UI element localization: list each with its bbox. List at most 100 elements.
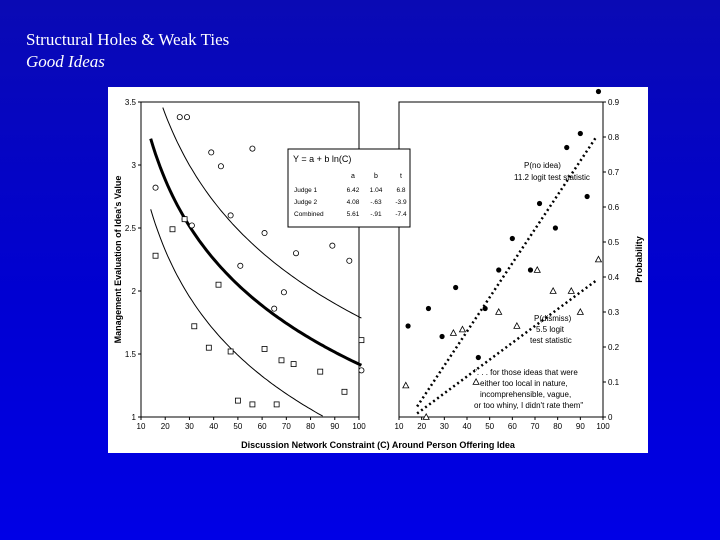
data-point-square bbox=[358, 337, 365, 344]
regression-table-cell: Combined bbox=[294, 211, 324, 218]
data-point-triangle bbox=[458, 325, 467, 333]
regression-table-header: a bbox=[351, 173, 355, 180]
right-y-tick-label: 0.5 bbox=[608, 238, 620, 247]
data-point-square bbox=[290, 361, 297, 367]
data-point-triangle bbox=[402, 381, 410, 389]
chart-figure: 1 1.5 2 2.5 3 3.5 10 20 30 40 50 60 70 80 90 100 0 0.1 0.2… bbox=[108, 87, 648, 453]
data-point-square bbox=[261, 346, 268, 352]
right-y-tick-label: 0.4 bbox=[608, 273, 620, 282]
data-point-circle bbox=[217, 163, 224, 170]
data-point-square bbox=[191, 323, 198, 330]
left-x-tick-label: 30 bbox=[185, 422, 194, 431]
left-x-tick-label: 20 bbox=[161, 422, 170, 431]
data-point-circle bbox=[329, 242, 336, 249]
data-point-filled-circle bbox=[475, 354, 481, 361]
right-x-tick-label: 70 bbox=[531, 422, 540, 431]
regression-table-frame bbox=[287, 148, 411, 228]
right-x-tick-label: 60 bbox=[508, 422, 517, 431]
regression-table-header: b bbox=[374, 173, 378, 180]
data-point-circle bbox=[176, 114, 183, 121]
slide-title-block: Structural Holes & Weak Ties Good Ideas bbox=[26, 29, 229, 73]
data-point-square bbox=[152, 252, 159, 259]
regression-table-cell: -.63 bbox=[370, 199, 382, 206]
data-point-triangle bbox=[594, 255, 603, 263]
data-point-circle bbox=[227, 212, 234, 219]
chart-annotation: 5.5 logit bbox=[536, 325, 565, 334]
data-point-square bbox=[249, 401, 256, 408]
left-x-tick-label: 10 bbox=[137, 422, 146, 431]
left-plot-frame bbox=[140, 101, 360, 418]
data-point-circle bbox=[358, 367, 365, 374]
regression-table-cell: -7.4 bbox=[395, 211, 407, 218]
data-point-filled-circle bbox=[405, 323, 411, 329]
fit-curve-upper bbox=[162, 107, 362, 319]
left-y-tick-label: 1 bbox=[132, 413, 137, 422]
data-point-triangle bbox=[549, 286, 557, 294]
data-point-square bbox=[205, 344, 212, 351]
data-point-filled-circle bbox=[453, 284, 459, 291]
data-point-filled-circle bbox=[439, 333, 445, 340]
data-point-square bbox=[273, 401, 280, 408]
regression-table-cell: 5.61 bbox=[347, 211, 360, 218]
chart-svg: 11.522.533.510 20 30 40 50 60 70 80 90 10000.10.2… bbox=[113, 88, 644, 450]
data-point-square bbox=[317, 368, 324, 375]
data-point-circle bbox=[188, 222, 195, 229]
right-x-tick-label: 50 bbox=[485, 422, 494, 431]
right-plot-frame bbox=[398, 101, 604, 418]
data-point-filled-circle bbox=[425, 305, 432, 312]
data-point-filled-circle bbox=[527, 267, 534, 273]
left-x-tick-label: 70 bbox=[282, 422, 291, 431]
left-x-tick-label: 40 bbox=[209, 422, 218, 431]
right-x-tick-label: 90 bbox=[576, 422, 585, 431]
fit-curve-lower bbox=[150, 209, 323, 417]
regression-table-cell: Judge 2 bbox=[294, 199, 318, 206]
data-point-triangle bbox=[449, 328, 458, 336]
right-x-tick-label: 30 bbox=[440, 422, 449, 431]
fit-line-pdismiss bbox=[416, 279, 597, 415]
chart-annotation: P(dismiss) bbox=[534, 314, 572, 323]
chart-annotation: test statistic bbox=[530, 336, 572, 345]
chart-annotation: either too local in nature, bbox=[480, 379, 568, 388]
right-y-tick-label: 0.9 bbox=[608, 98, 620, 107]
data-point-filled-circle bbox=[536, 200, 543, 207]
regression-table-cell: Judge 1 bbox=[294, 187, 318, 194]
data-point-square bbox=[215, 281, 222, 288]
data-point-square bbox=[227, 348, 234, 355]
chart-annotation: incomprehensible, vague, bbox=[480, 390, 571, 399]
data-point-circle bbox=[249, 145, 256, 152]
data-point-triangle bbox=[513, 321, 521, 329]
data-point-square bbox=[169, 226, 176, 233]
data-point-filled-circle bbox=[584, 193, 590, 200]
chart-annotation: ". . . for those ideas that were bbox=[474, 368, 578, 377]
data-point-filled-circle bbox=[564, 144, 570, 151]
right-y-tick-label: 0.6 bbox=[608, 203, 620, 212]
slide-title: Structural Holes & Weak Ties bbox=[26, 30, 230, 49]
data-point-filled-circle bbox=[552, 225, 558, 231]
right-x-tick-label: 80 bbox=[553, 422, 562, 431]
regression-table-cell: 1.04 bbox=[370, 187, 383, 194]
data-point-circle bbox=[184, 114, 191, 121]
right-x-tick-label: 20 bbox=[417, 422, 426, 431]
right-y-axis-label: Probability bbox=[634, 236, 644, 283]
data-point-circle bbox=[271, 305, 278, 312]
x-axis-label: Discussion Network Constraint (C) Around… bbox=[241, 440, 516, 450]
right-x-tick-label: 40 bbox=[463, 422, 472, 431]
left-x-tick-label: 90 bbox=[330, 422, 339, 431]
regression-table-header: t bbox=[400, 173, 402, 180]
right-y-tick-label: 0.7 bbox=[608, 168, 620, 177]
data-point-filled-circle bbox=[509, 235, 515, 242]
data-point-square bbox=[341, 388, 348, 395]
left-y-tick-label: 2.5 bbox=[125, 224, 137, 233]
regression-table-cell: -.91 bbox=[370, 211, 382, 218]
data-point-circle bbox=[261, 230, 268, 237]
left-x-tick-label: 100 bbox=[352, 422, 366, 431]
data-point-filled-circle bbox=[577, 130, 583, 137]
left-x-tick-label: 50 bbox=[233, 422, 242, 431]
data-point-filled-circle bbox=[595, 88, 602, 95]
regression-table-cell: 6.42 bbox=[347, 187, 360, 194]
left-x-tick-label: 80 bbox=[306, 422, 315, 431]
data-point-square bbox=[234, 397, 241, 404]
data-point-filled-circle bbox=[482, 305, 488, 312]
regression-table-cell: 4.08 bbox=[347, 199, 360, 206]
chart-annotation: 11.2 logit test statistic bbox=[514, 173, 590, 182]
